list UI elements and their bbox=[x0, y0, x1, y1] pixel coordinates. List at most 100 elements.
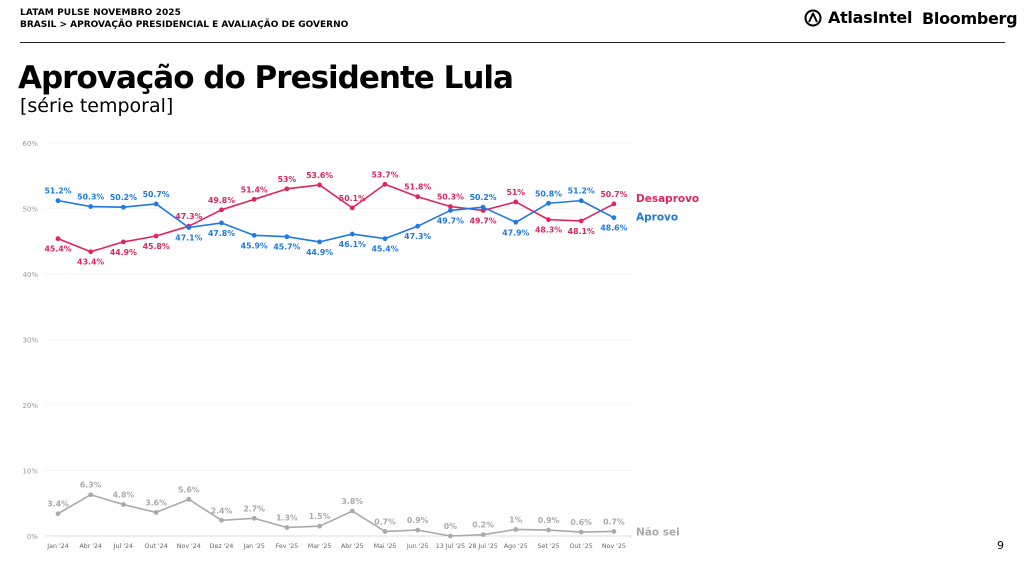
data-point bbox=[480, 532, 486, 538]
data-label: 44.9% bbox=[110, 248, 137, 257]
header-divider bbox=[20, 42, 1005, 43]
data-point bbox=[546, 217, 551, 223]
x-tick-label: Set '25 bbox=[537, 543, 559, 550]
data-label: 45.4% bbox=[371, 245, 398, 254]
data-label: 0.9% bbox=[407, 516, 429, 525]
data-label: 51.4% bbox=[241, 185, 268, 194]
data-label: 2.4% bbox=[211, 506, 233, 515]
data-label: 45.7% bbox=[273, 243, 300, 252]
data-label: 49.8% bbox=[208, 196, 235, 205]
data-label: 49.7% bbox=[437, 216, 464, 225]
data-point bbox=[578, 198, 584, 204]
series-line-aprovo bbox=[57, 199, 615, 243]
y-tick-label: 0% bbox=[27, 533, 38, 541]
data-point bbox=[251, 232, 257, 238]
data-point bbox=[284, 525, 290, 530]
page-title: Aprovação do Presidente Lula bbox=[18, 60, 514, 96]
data-label: 45.4% bbox=[44, 245, 71, 254]
data-label: 1.3% bbox=[276, 513, 298, 522]
data-point bbox=[186, 225, 192, 230]
data-point bbox=[186, 496, 192, 502]
data-point bbox=[251, 196, 257, 202]
x-tick-label: 13 Jul '25 bbox=[436, 543, 465, 550]
data-point bbox=[415, 527, 421, 533]
series-end-label: Não sei bbox=[636, 526, 680, 538]
x-tick-label: 28 Jul '25 bbox=[468, 543, 497, 550]
x-tick-label: Abr '25 bbox=[341, 543, 364, 550]
data-label: 50.7% bbox=[600, 190, 627, 199]
x-tick-label: Jun '25 bbox=[406, 543, 429, 550]
data-point bbox=[317, 182, 322, 188]
y-tick-label: 30% bbox=[22, 337, 38, 345]
data-point bbox=[578, 529, 584, 535]
data-label: 50.7% bbox=[143, 190, 170, 199]
data-point bbox=[55, 198, 61, 204]
data-point bbox=[611, 529, 617, 534]
data-point bbox=[382, 181, 388, 187]
data-point bbox=[251, 515, 257, 521]
data-point bbox=[349, 231, 355, 237]
x-tick-label: Mai '25 bbox=[374, 543, 397, 550]
y-tick-label: 20% bbox=[22, 402, 38, 410]
x-tick-label: Out '25 bbox=[570, 543, 593, 550]
data-point bbox=[153, 233, 159, 239]
data-label: 50.3% bbox=[77, 193, 104, 202]
x-tick-label: Ago '25 bbox=[504, 543, 528, 550]
x-tick-label: Jul '24 bbox=[113, 543, 133, 550]
data-label: 51.8% bbox=[404, 183, 431, 192]
data-point bbox=[349, 205, 355, 211]
data-label: 43.4% bbox=[77, 258, 104, 267]
data-point bbox=[153, 201, 159, 207]
data-label: 48.1% bbox=[568, 227, 595, 236]
data-point bbox=[382, 236, 388, 242]
y-tick-label: 40% bbox=[22, 271, 38, 279]
data-point bbox=[121, 502, 126, 507]
data-point bbox=[317, 239, 322, 245]
data-point bbox=[513, 199, 519, 205]
data-point bbox=[513, 527, 519, 532]
data-point bbox=[611, 215, 617, 221]
page-subtitle: [série temporal] bbox=[20, 95, 174, 117]
data-label: 0% bbox=[444, 522, 457, 531]
data-point bbox=[55, 236, 61, 242]
data-point bbox=[448, 533, 453, 539]
data-label: 51% bbox=[506, 188, 525, 197]
x-tick-label: Nov '25 bbox=[602, 543, 626, 550]
data-point bbox=[317, 523, 322, 529]
x-tick-label: Nov '24 bbox=[177, 543, 201, 550]
data-label: 48.6% bbox=[600, 224, 627, 233]
atlas-logo-icon bbox=[804, 9, 822, 26]
data-label: 0.2% bbox=[472, 521, 494, 530]
series-end-label: Desaprovo bbox=[636, 193, 699, 205]
data-point bbox=[480, 204, 486, 210]
data-label: 45.9% bbox=[241, 241, 268, 250]
data-point bbox=[611, 201, 617, 207]
series-line-nosei bbox=[57, 493, 614, 537]
breadcrumb: BRASIL > APROVAÇÃO PRESIDENCIAL E AVALIA… bbox=[20, 20, 349, 30]
data-label: 50.1% bbox=[339, 194, 366, 203]
data-point bbox=[448, 208, 453, 213]
data-label: 50.2% bbox=[470, 193, 497, 202]
data-label: 51.2% bbox=[568, 187, 595, 196]
data-label: 4.8% bbox=[113, 491, 135, 500]
data-label: 48.3% bbox=[535, 226, 562, 235]
x-tick-label: Mar '25 bbox=[308, 543, 332, 550]
x-tick-label: Abr '24 bbox=[79, 543, 102, 550]
data-label: 47.1% bbox=[175, 233, 202, 242]
data-point bbox=[415, 223, 421, 229]
x-tick-label: Jan '25 bbox=[242, 543, 264, 550]
data-label: 6.3% bbox=[80, 481, 102, 490]
data-label: 47.3% bbox=[404, 232, 431, 241]
data-point bbox=[121, 204, 126, 210]
data-point bbox=[415, 194, 421, 200]
data-point bbox=[219, 517, 224, 523]
y-tick-label: 60% bbox=[22, 140, 38, 148]
atlas-brand-text: AtlasIntel bbox=[828, 8, 913, 27]
data-label: 47.3% bbox=[175, 212, 202, 221]
x-tick-label: Jan '24 bbox=[46, 543, 68, 550]
data-label: 53.6% bbox=[306, 171, 333, 180]
data-label: 3.4% bbox=[47, 500, 69, 509]
data-label: 46.1% bbox=[339, 240, 366, 249]
data-point bbox=[219, 207, 224, 213]
page-number: 9 bbox=[997, 539, 1004, 552]
